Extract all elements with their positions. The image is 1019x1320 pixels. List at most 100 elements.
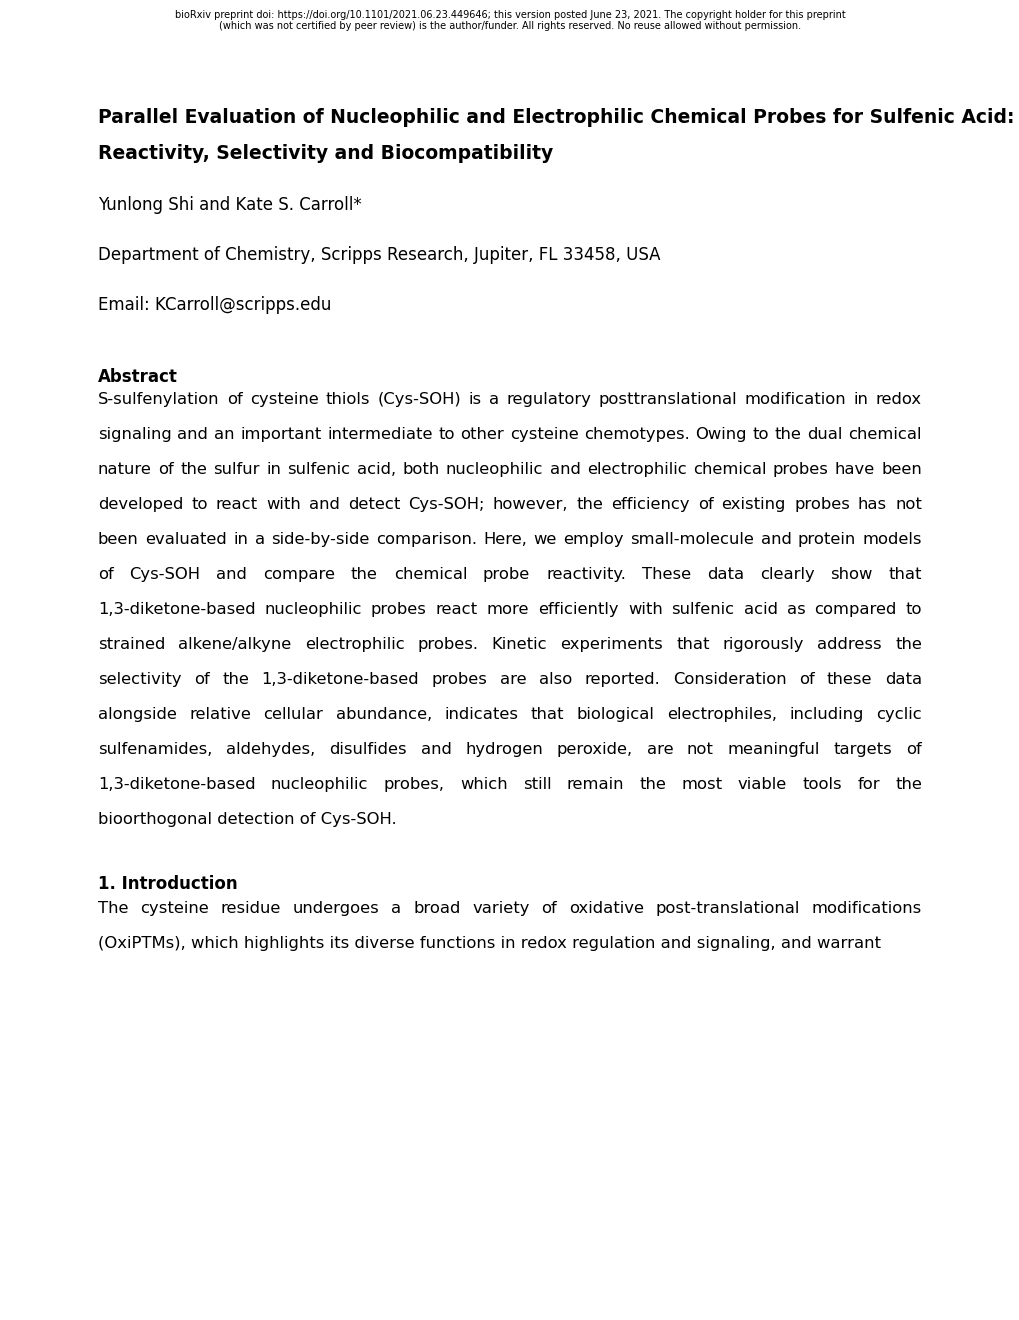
- Text: has: has: [857, 498, 887, 512]
- Text: dual: dual: [807, 426, 842, 442]
- Text: oxidative: oxidative: [569, 902, 643, 916]
- Text: for: for: [856, 777, 879, 792]
- Text: cellular: cellular: [263, 708, 323, 722]
- Text: remain: remain: [567, 777, 624, 792]
- Text: small-molecule: small-molecule: [630, 532, 753, 546]
- Text: Email: KCarroll@scripps.edu: Email: KCarroll@scripps.edu: [98, 296, 331, 314]
- Text: strained: strained: [98, 638, 165, 652]
- Text: in: in: [233, 532, 248, 546]
- Text: and: and: [420, 742, 451, 756]
- Text: and: and: [216, 568, 247, 582]
- Text: react: react: [435, 602, 478, 616]
- Text: clearly: clearly: [759, 568, 813, 582]
- Text: of: of: [98, 568, 114, 582]
- Text: chemical: chemical: [848, 426, 921, 442]
- Text: data: data: [884, 672, 921, 686]
- Text: reactivity.: reactivity.: [545, 568, 626, 582]
- Text: with: with: [628, 602, 662, 616]
- Text: probes: probes: [793, 498, 849, 512]
- Text: biological: biological: [576, 708, 654, 722]
- Text: alkene/alkyne: alkene/alkyne: [178, 638, 291, 652]
- Text: more: more: [486, 602, 529, 616]
- Text: most: most: [681, 777, 721, 792]
- Text: alongside: alongside: [98, 708, 176, 722]
- Text: nucleophilic: nucleophilic: [271, 777, 368, 792]
- Text: the: the: [351, 568, 377, 582]
- Text: side-by-side: side-by-side: [271, 532, 369, 546]
- Text: react: react: [216, 498, 258, 512]
- Text: not: not: [895, 498, 921, 512]
- Text: an: an: [214, 426, 234, 442]
- Text: efficiently: efficiently: [538, 602, 619, 616]
- Text: and: and: [549, 462, 580, 477]
- Text: bioRxiv preprint doi: https://doi.org/10.1101/2021.06.23.449646; this version po: bioRxiv preprint doi: https://doi.org/10…: [174, 11, 845, 20]
- Text: electrophiles,: electrophiles,: [666, 708, 776, 722]
- Text: efficiency: efficiency: [610, 498, 689, 512]
- Text: to: to: [438, 426, 454, 442]
- Text: that: that: [888, 568, 921, 582]
- Text: posttranslational: posttranslational: [598, 392, 737, 407]
- Text: the: the: [222, 672, 249, 686]
- Text: probe: probe: [483, 568, 530, 582]
- Text: been: been: [98, 532, 139, 546]
- Text: that: that: [530, 708, 564, 722]
- Text: to: to: [192, 498, 208, 512]
- Text: are: are: [646, 742, 673, 756]
- Text: and: and: [177, 426, 208, 442]
- Text: Reactivity, Selectivity and Biocompatibility: Reactivity, Selectivity and Biocompatibi…: [98, 144, 552, 162]
- Text: modification: modification: [744, 392, 846, 407]
- Text: data: data: [706, 568, 743, 582]
- Text: of: of: [905, 742, 921, 756]
- Text: the: the: [576, 498, 602, 512]
- Text: also: also: [538, 672, 572, 686]
- Text: evaluated: evaluated: [145, 532, 226, 546]
- Text: not: not: [686, 742, 713, 756]
- Text: hydrogen: hydrogen: [465, 742, 542, 756]
- Text: broad: broad: [413, 902, 460, 916]
- Text: Here,: Here,: [483, 532, 527, 546]
- Text: that: that: [676, 638, 709, 652]
- Text: to: to: [905, 602, 921, 616]
- Text: the: the: [180, 462, 207, 477]
- Text: electrophilic: electrophilic: [586, 462, 686, 477]
- Text: Parallel Evaluation of Nucleophilic and Electrophilic Chemical Probes for Sulfen: Parallel Evaluation of Nucleophilic and …: [98, 108, 1014, 127]
- Text: nucleophilic: nucleophilic: [445, 462, 543, 477]
- Text: in: in: [266, 462, 281, 477]
- Text: cysteine: cysteine: [140, 902, 209, 916]
- Text: both: both: [401, 462, 439, 477]
- Text: (which was not certified by peer review) is the author/funder. All rights reserv: (which was not certified by peer review)…: [219, 21, 800, 30]
- Text: tools: tools: [802, 777, 841, 792]
- Text: are: are: [499, 672, 526, 686]
- Text: Cys-SOH: Cys-SOH: [129, 568, 201, 582]
- Text: chemotypes.: chemotypes.: [584, 426, 689, 442]
- Text: the: the: [774, 426, 801, 442]
- Text: sulfenic: sulfenic: [671, 602, 734, 616]
- Text: Kinetic: Kinetic: [491, 638, 547, 652]
- Text: undergoes: undergoes: [292, 902, 379, 916]
- Text: still: still: [522, 777, 551, 792]
- Text: redox: redox: [875, 392, 921, 407]
- Text: 1,3-diketone-based: 1,3-diketone-based: [261, 672, 419, 686]
- Text: important: important: [239, 426, 321, 442]
- Text: experiments: experiments: [559, 638, 662, 652]
- Text: chemical: chemical: [393, 568, 467, 582]
- Text: been: been: [880, 462, 921, 477]
- Text: (OxiPTMs), which highlights its diverse functions in redox regulation and signal: (OxiPTMs), which highlights its diverse …: [98, 936, 880, 950]
- Text: modifications: modifications: [811, 902, 921, 916]
- Text: post-translational: post-translational: [655, 902, 799, 916]
- Text: probes: probes: [371, 602, 426, 616]
- Text: to: to: [752, 426, 768, 442]
- Text: bioorthogonal detection of Cys-SOH.: bioorthogonal detection of Cys-SOH.: [98, 812, 396, 828]
- Text: abundance,: abundance,: [335, 708, 432, 722]
- Text: residue: residue: [220, 902, 281, 916]
- Text: probes: probes: [431, 672, 487, 686]
- Text: signaling: signaling: [98, 426, 171, 442]
- Text: sulfenamides,: sulfenamides,: [98, 742, 212, 756]
- Text: with: with: [266, 498, 301, 512]
- Text: these: these: [826, 672, 871, 686]
- Text: protein: protein: [797, 532, 855, 546]
- Text: Abstract: Abstract: [98, 368, 177, 385]
- Text: of: of: [194, 672, 210, 686]
- Text: Cys-SOH;: Cys-SOH;: [408, 498, 484, 512]
- Text: comparison.: comparison.: [375, 532, 477, 546]
